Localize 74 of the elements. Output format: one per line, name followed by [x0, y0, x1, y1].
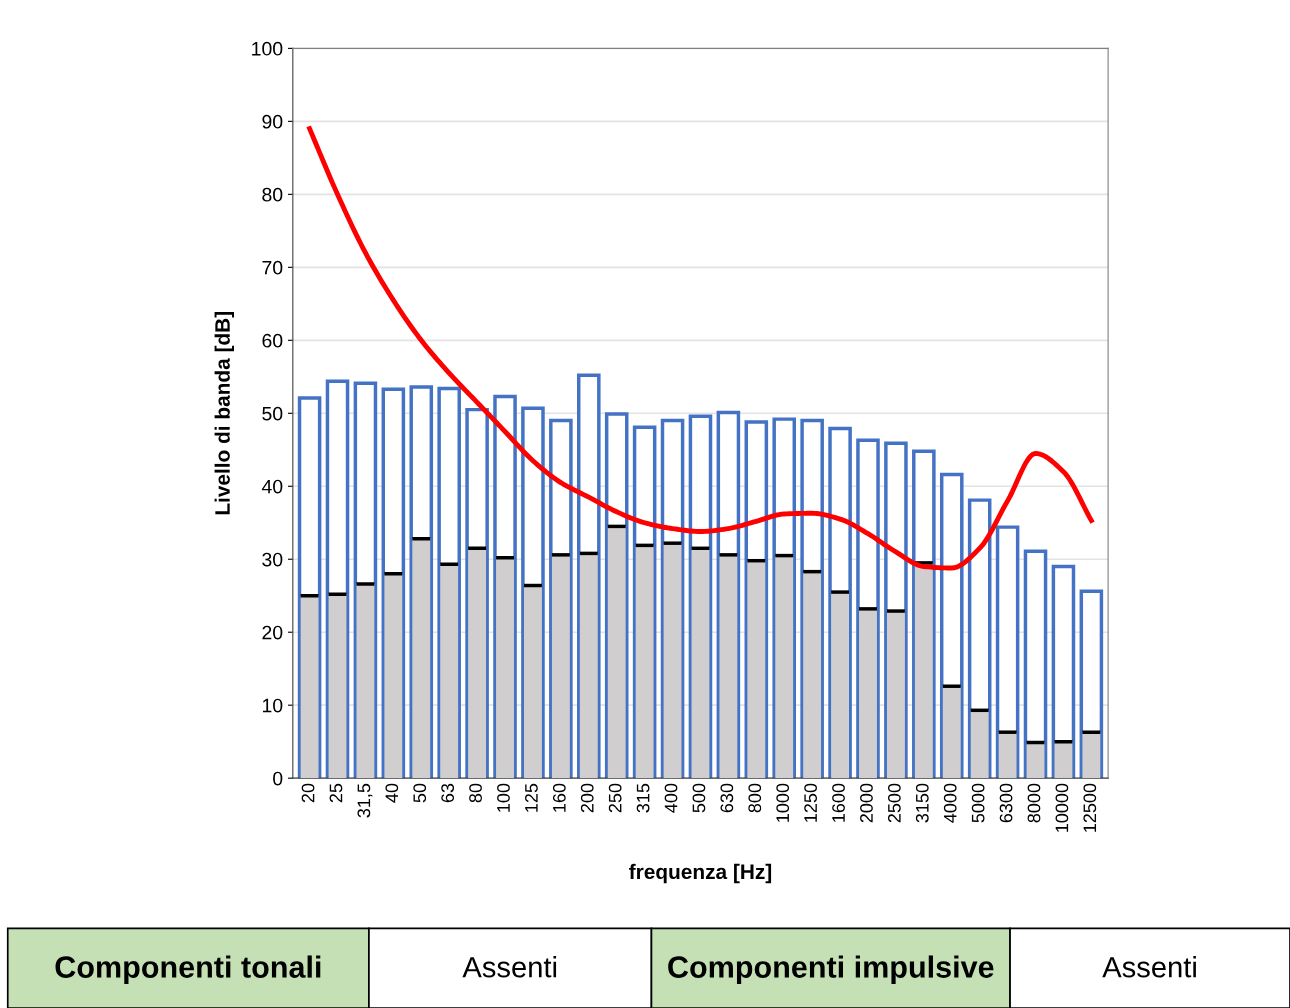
bar: [747, 560, 766, 779]
x-tick-label: 10000: [1055, 783, 1069, 832]
y-tick-label: 60: [262, 333, 283, 348]
bar: [719, 554, 738, 779]
y-tick-label: 70: [262, 260, 283, 275]
y-tick-label: 10: [262, 698, 283, 713]
x-tick-label: 160: [552, 783, 566, 812]
y-tick-label: 90: [262, 114, 283, 129]
x-tick-label: 4000: [943, 783, 957, 823]
bar: [412, 538, 431, 779]
bar: [551, 554, 570, 779]
y-tick-label: 50: [262, 406, 283, 421]
x-tick-label: 6300: [999, 783, 1013, 823]
y-tick-label: 40: [261, 479, 283, 494]
bar: [607, 526, 626, 779]
bar: [384, 573, 403, 779]
text: Assenti: [462, 956, 557, 978]
x-tick-label: 250: [608, 783, 622, 813]
text: Assenti: [1102, 956, 1196, 978]
text: Componenti tonali: [55, 955, 321, 984]
x-tick-label: 1600: [832, 783, 845, 822]
x-tick-label: 315: [636, 783, 650, 813]
bar: [775, 555, 794, 779]
x-tick-label: 500: [692, 783, 706, 813]
y-tick-label: 0: [273, 771, 283, 786]
bar: [859, 608, 877, 779]
x-tick-label: 200: [580, 783, 594, 813]
x-tick-label: 8000: [1027, 783, 1041, 823]
bar: [300, 595, 319, 779]
bar: [524, 585, 542, 779]
x-tick-label: 100: [497, 783, 510, 812]
x-tick-label: 40: [385, 783, 399, 803]
bar: [663, 543, 682, 779]
x-tick-label: 25: [329, 783, 343, 803]
bar: [803, 571, 822, 779]
y-tick-label: 20: [262, 625, 283, 640]
bar: [468, 548, 487, 779]
bar: [998, 732, 1017, 779]
x-tick-label: 2000: [860, 783, 873, 823]
bar: [831, 592, 850, 779]
bar: [1082, 732, 1101, 779]
bar: [635, 545, 654, 779]
y-axis-title: Livello di banda [dB]: [214, 312, 234, 515]
x-tick-label: 12500: [1083, 783, 1097, 832]
x-tick-label: 125: [525, 783, 538, 812]
bar: [942, 686, 961, 779]
text: Componenti impulsive: [668, 955, 994, 984]
x-tick-label: 3150: [915, 783, 929, 823]
x-tick-label: 31,5: [357, 783, 373, 818]
x-tick-label: 1000: [776, 783, 790, 822]
x-tick-label: 2500: [887, 783, 901, 823]
x-tick-label: 630: [720, 783, 734, 813]
bar: [328, 594, 347, 779]
bar: [970, 710, 989, 779]
bar: [1054, 741, 1073, 779]
bar: [440, 564, 459, 779]
x-tick-label: 1250: [804, 783, 817, 822]
x-tick-label: 800: [748, 783, 762, 813]
x-tick-label: 50: [413, 783, 427, 803]
bar: [691, 548, 710, 779]
bar: [496, 557, 514, 779]
x-tick-label: 5000: [971, 783, 985, 823]
x-tick-label: 20: [301, 783, 315, 803]
y-tick-label: 100: [252, 41, 283, 56]
bar: [356, 584, 375, 779]
x-tick-label: 63: [441, 783, 455, 803]
bar: [579, 553, 598, 779]
y-tick-label: 80: [262, 187, 283, 202]
x-tick-label: 80: [469, 783, 482, 803]
x-axis-title: frequenza [Hz]: [629, 863, 772, 884]
x-tick-label: 400: [664, 783, 678, 813]
bar: [886, 611, 905, 779]
y-tick-label: 30: [262, 552, 283, 567]
bar: [1026, 742, 1045, 779]
